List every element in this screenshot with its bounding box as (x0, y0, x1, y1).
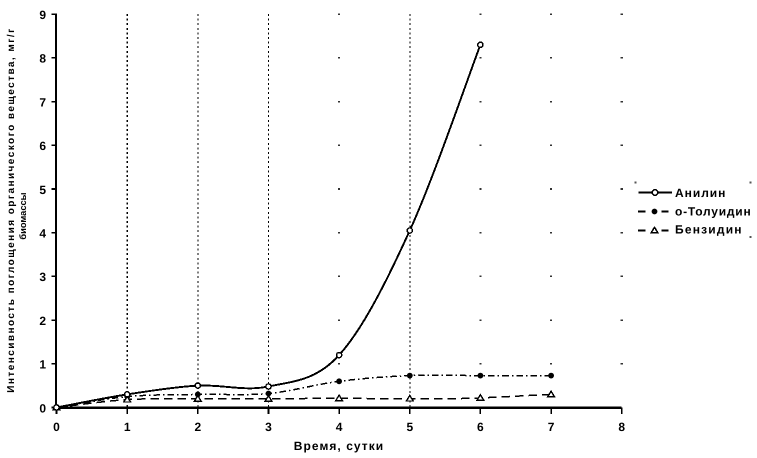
svg-text:5: 5 (406, 420, 413, 434)
svg-text:2: 2 (39, 314, 46, 328)
svg-text:0: 0 (39, 401, 46, 415)
svg-text:3: 3 (39, 270, 46, 284)
svg-text:Анилин: Анилин (675, 186, 726, 200)
svg-text:1: 1 (124, 420, 131, 434)
svg-text:Бензидин: Бензидин (675, 222, 743, 236)
svg-text:1: 1 (39, 358, 46, 372)
svg-text:6: 6 (39, 139, 46, 153)
svg-text:8: 8 (39, 52, 46, 66)
svg-text:6: 6 (477, 420, 484, 434)
svg-text:Интенсивность поглощения орган: Интенсивность поглощения органического в… (6, 27, 17, 392)
svg-text:Время, сутки: Время, сутки (294, 439, 384, 453)
svg-text:7: 7 (39, 95, 46, 109)
svg-text:4: 4 (336, 420, 343, 434)
svg-text:0: 0 (53, 420, 60, 434)
svg-text:9: 9 (39, 8, 46, 22)
svg-text:3: 3 (265, 420, 272, 434)
svg-text:4: 4 (39, 227, 46, 241)
svg-text:7: 7 (548, 420, 555, 434)
svg-text:8: 8 (618, 420, 625, 434)
svg-text:биомассы: биомассы (18, 192, 28, 239)
svg-text:2: 2 (194, 420, 201, 434)
svg-text:о-Толуидин: о-Толуидин (675, 205, 752, 219)
svg-text:5: 5 (39, 183, 46, 197)
